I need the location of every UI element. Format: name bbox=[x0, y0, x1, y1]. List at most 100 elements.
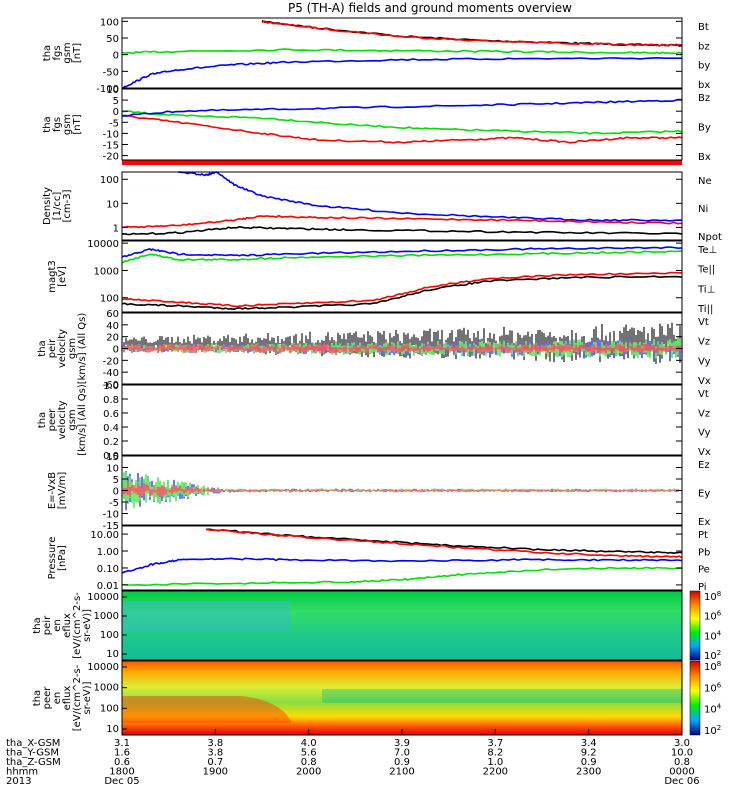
row-value: 0.9 bbox=[581, 757, 597, 768]
y-axis-label: Density [1/cc] [cm-3] bbox=[42, 187, 73, 225]
series-line-pe bbox=[121, 566, 683, 587]
row-value: 9.2 bbox=[581, 748, 597, 759]
y-label-line: eflux bbox=[62, 613, 73, 638]
y-label-line: tha bbox=[37, 340, 48, 356]
y-tick-label: -10 bbox=[103, 129, 119, 140]
legend-item-3: Vx bbox=[698, 447, 711, 458]
legend-item-3: bx bbox=[698, 80, 710, 91]
colorbar-label: 106 bbox=[704, 681, 722, 694]
y-label-line: velocity bbox=[57, 329, 68, 368]
row-value: 0.6 bbox=[114, 757, 130, 768]
legend-item-2: Bx bbox=[698, 152, 711, 163]
panel-1: 100 50 0 -50 -100 Bt bz by bx tha fgs gsm [nT] bbox=[42, 17, 710, 95]
spectrogram-band bbox=[122, 696, 292, 723]
legend: Te⊥ Te|| Ti⊥ Ti|| bbox=[697, 245, 717, 315]
row-value: 0.7 bbox=[207, 757, 223, 768]
y-tick-label: 100 bbox=[100, 17, 119, 28]
y-tick-label: 0 bbox=[113, 107, 119, 118]
row-value: 3.8 bbox=[207, 748, 223, 759]
y-tick-label: -40 bbox=[103, 368, 119, 379]
row-value: 3.7 bbox=[487, 738, 503, 749]
y-tick-label: -10 bbox=[103, 510, 119, 521]
y-label-line: tha bbox=[42, 116, 53, 132]
row-value: 3.1 bbox=[114, 738, 130, 749]
y-tick-label: 10 bbox=[106, 464, 119, 475]
row-value: 3.4 bbox=[581, 738, 597, 749]
legend-item-1: Vz bbox=[698, 408, 710, 419]
y-tick-label: 0.6 bbox=[103, 409, 119, 420]
row-value: Dec 06 bbox=[664, 776, 699, 787]
colorbar-label: 104 bbox=[704, 629, 722, 642]
panel-3: 100 10 1 Ne Ni Npot Density [1/cc] [cm-3] bbox=[42, 171, 722, 243]
y-label-line: [eV/(cm^2-s- bbox=[72, 592, 83, 659]
series-line-by bbox=[121, 48, 683, 55]
row-value: 3.8 bbox=[207, 738, 223, 749]
y-label-line: velocity bbox=[57, 400, 68, 439]
colorbar-label: 102 bbox=[704, 724, 721, 737]
legend-item-3: Vx bbox=[698, 376, 711, 387]
spectrogram-band bbox=[322, 689, 682, 703]
y-tick-label: 1000 bbox=[94, 266, 119, 277]
legend-item-2: Vy bbox=[698, 356, 711, 367]
y-tick-label: 1000 bbox=[94, 611, 119, 622]
row-value: 0000 bbox=[669, 767, 694, 778]
y-label-line: gsm bbox=[62, 114, 73, 135]
y-tick-label: 10 bbox=[106, 85, 119, 96]
row-value: 3.9 bbox=[394, 738, 410, 749]
panel-8: 10.00 1.00 0.10 0.01 Pt Pb Pe Pi Pressure [nPa] bbox=[47, 525, 710, 593]
series-line-ti⊥ bbox=[121, 246, 683, 258]
row-value: 0.8 bbox=[301, 757, 317, 768]
panel-frame bbox=[121, 384, 683, 456]
y-tick-label: -15 bbox=[103, 140, 119, 151]
legend: Ez Ey Ex bbox=[698, 460, 710, 528]
row-value: 0.8 bbox=[674, 757, 690, 768]
y-tick-label: 0.8 bbox=[103, 395, 119, 406]
y-tick-label: 100 bbox=[100, 630, 119, 641]
y-label-line: en bbox=[52, 619, 63, 632]
legend: Vt Vz Vy Vx bbox=[698, 317, 711, 387]
series-line-bx bbox=[121, 56, 682, 89]
y-label-line: [eV/(cm^2-s- bbox=[72, 664, 83, 731]
panel-frame bbox=[121, 171, 683, 241]
legend: Ne Ni Npot bbox=[698, 176, 722, 243]
row-value: 1.6 bbox=[114, 748, 130, 759]
legend-item-1: Vz bbox=[698, 337, 710, 348]
y-label-line: [km/s] (All Qs) bbox=[77, 384, 88, 456]
y-axis-label: tha fgs gsm [nT] bbox=[42, 114, 83, 135]
panel-9: 108 106 104 102 10000 1000 100 10 tha peir en eflux… bbox=[32, 590, 722, 662]
y-tick-label: -100 bbox=[96, 84, 119, 95]
legend: Pt Pb Pe Pi bbox=[698, 530, 710, 593]
series-line-ne bbox=[121, 214, 683, 229]
y-label-line: [nT] bbox=[72, 43, 83, 63]
y-tick-label: 10000 bbox=[87, 592, 119, 603]
y-axis-label: magt3 [eV] bbox=[47, 260, 68, 293]
y-label-line: gsm bbox=[67, 409, 78, 430]
panel-frame bbox=[121, 455, 683, 526]
panel-frame bbox=[121, 88, 683, 161]
y-tick-label: 0 bbox=[113, 345, 119, 356]
y-tick-label: 40 bbox=[106, 321, 119, 332]
series-line-bz bbox=[121, 114, 683, 144]
legend-item-0: Ez bbox=[698, 460, 710, 471]
row-value: 2100 bbox=[389, 767, 414, 778]
row-value: 2300 bbox=[576, 767, 601, 778]
legend-item-1: Te|| bbox=[697, 265, 715, 276]
y-label-line: [nT] bbox=[72, 114, 83, 134]
y-tick-label: -20 bbox=[103, 152, 119, 163]
y-tick-label: 60 bbox=[106, 309, 119, 320]
y-label-line: peir bbox=[47, 338, 58, 358]
y-label-line: [mV/m] bbox=[57, 472, 68, 510]
y-label-line: [1/cc] bbox=[52, 192, 63, 221]
y-tick-label: 0.0 bbox=[103, 451, 119, 462]
series-line-pb bbox=[205, 528, 683, 559]
row-value: 1900 bbox=[203, 767, 228, 778]
y-label-line: [nPa] bbox=[57, 545, 68, 571]
y-tick-label: 1 bbox=[113, 223, 119, 234]
legend-item-0: Ne bbox=[698, 176, 712, 187]
y-label-line: E=-VxB bbox=[47, 472, 58, 509]
y-tick-label: 1.00 bbox=[97, 547, 119, 558]
y-label-line: tha bbox=[32, 690, 43, 706]
row-label: tha_Z-GSM bbox=[6, 757, 61, 768]
